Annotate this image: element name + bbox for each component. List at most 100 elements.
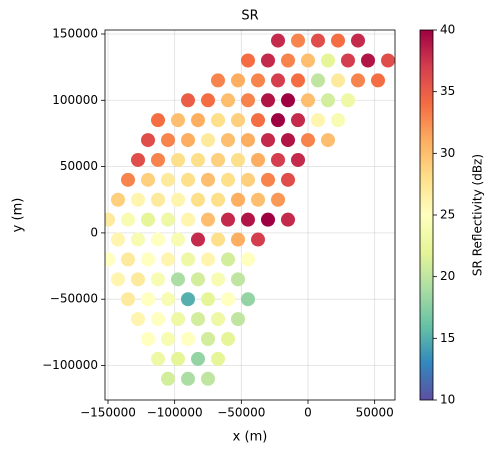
scatter-point [381, 53, 395, 68]
scatter-point [105, 252, 115, 267]
x-tick-label: 0 [304, 406, 312, 420]
scatter-point [141, 331, 155, 346]
scatter-point [301, 53, 315, 68]
scatter-point [211, 113, 225, 128]
scatter-point [181, 172, 195, 187]
scatter-point [281, 133, 295, 148]
scatter-point [151, 272, 165, 287]
scatter-point [241, 53, 255, 68]
scatter-point [131, 272, 145, 287]
scatter-point [105, 212, 115, 227]
y-tick-label: 50000 [60, 159, 98, 173]
scatter-point [251, 113, 265, 128]
scatter-point [241, 93, 255, 108]
scatter-point [201, 133, 215, 148]
scatter-point [221, 172, 235, 187]
scatter-point [351, 33, 365, 48]
colorbar-tick-label: 20 [440, 269, 455, 283]
scatter-point [271, 192, 285, 207]
y-tick-label: 150000 [52, 26, 98, 40]
scatter-point [171, 312, 185, 327]
scatter-point [131, 232, 145, 247]
scatter-point [181, 371, 195, 386]
scatter-point [121, 212, 135, 227]
scatter-point [221, 93, 235, 108]
scatter-point [191, 232, 205, 247]
scatter-point [271, 113, 285, 128]
scatter-point [141, 133, 155, 148]
scatter-point [271, 33, 285, 48]
scatter-point [241, 212, 255, 227]
x-tick-label: 50000 [356, 406, 394, 420]
scatter-point [251, 192, 265, 207]
scatter-point [151, 351, 165, 366]
scatter-point [141, 212, 155, 227]
scatter-point [221, 331, 235, 346]
y-tick-label: −50000 [50, 292, 98, 306]
scatter-point [281, 172, 295, 187]
scatter-point [311, 73, 325, 88]
scatter-point [231, 232, 245, 247]
scatter-point [201, 371, 215, 386]
y-tick-label: 100000 [52, 93, 98, 107]
y-axis-label: y (m) [11, 198, 26, 233]
scatter-point [291, 113, 305, 128]
scatter-point [191, 351, 205, 366]
scatter-point [221, 133, 235, 148]
scatter-point [161, 371, 175, 386]
scatter-point [151, 312, 165, 327]
scatter-point [201, 172, 215, 187]
colorbar-tick-label: 25 [440, 208, 455, 222]
scatter-point [331, 33, 345, 48]
colorbar-tick-label: 30 [440, 146, 455, 160]
scatter-point [181, 212, 195, 227]
scatter-point [151, 113, 165, 128]
scatter-point [371, 73, 385, 88]
scatter-point [191, 192, 205, 207]
scatter-point [141, 172, 155, 187]
scatter-point [141, 252, 155, 267]
scatter-point [351, 73, 365, 88]
scatter-point [211, 351, 225, 366]
scatter-point [231, 192, 245, 207]
scatter-point [161, 212, 175, 227]
scatter-point [281, 93, 295, 108]
scatter-point [331, 73, 345, 88]
scatter-point [221, 292, 235, 307]
colorbar-label: SR Reflectivity (dBz) [471, 154, 485, 276]
scatter-point [241, 252, 255, 267]
scatter-point [211, 232, 225, 247]
scatter-point [201, 212, 215, 227]
scatter-point [151, 232, 165, 247]
scatter-point [201, 93, 215, 108]
scatter-point [141, 292, 155, 307]
scatter-point [341, 93, 355, 108]
scatter-point [231, 113, 245, 128]
x-tick-label: −150000 [80, 406, 136, 420]
scatter-point [181, 292, 195, 307]
scatter-point [131, 192, 145, 207]
scatter-point [341, 53, 355, 68]
scatter-point [231, 312, 245, 327]
scatter-point [241, 292, 255, 307]
scatter-point [211, 312, 225, 327]
scatter-point [261, 133, 275, 148]
scatter-point [251, 152, 265, 167]
scatter-point [111, 192, 125, 207]
scatter-point [261, 53, 275, 68]
colorbar-tick-label: 10 [440, 393, 455, 407]
scatter-point [291, 152, 305, 167]
scatter-point [181, 331, 195, 346]
scatter-point [121, 172, 135, 187]
scatter-point [251, 73, 265, 88]
scatter-point [171, 272, 185, 287]
scatter-point [291, 33, 305, 48]
scatter-point [111, 232, 125, 247]
scatter-point [201, 292, 215, 307]
scatter-point [161, 252, 175, 267]
scatter-point [211, 192, 225, 207]
scatter-point [291, 73, 305, 88]
scatter-point [171, 152, 185, 167]
scatter-point [181, 252, 195, 267]
